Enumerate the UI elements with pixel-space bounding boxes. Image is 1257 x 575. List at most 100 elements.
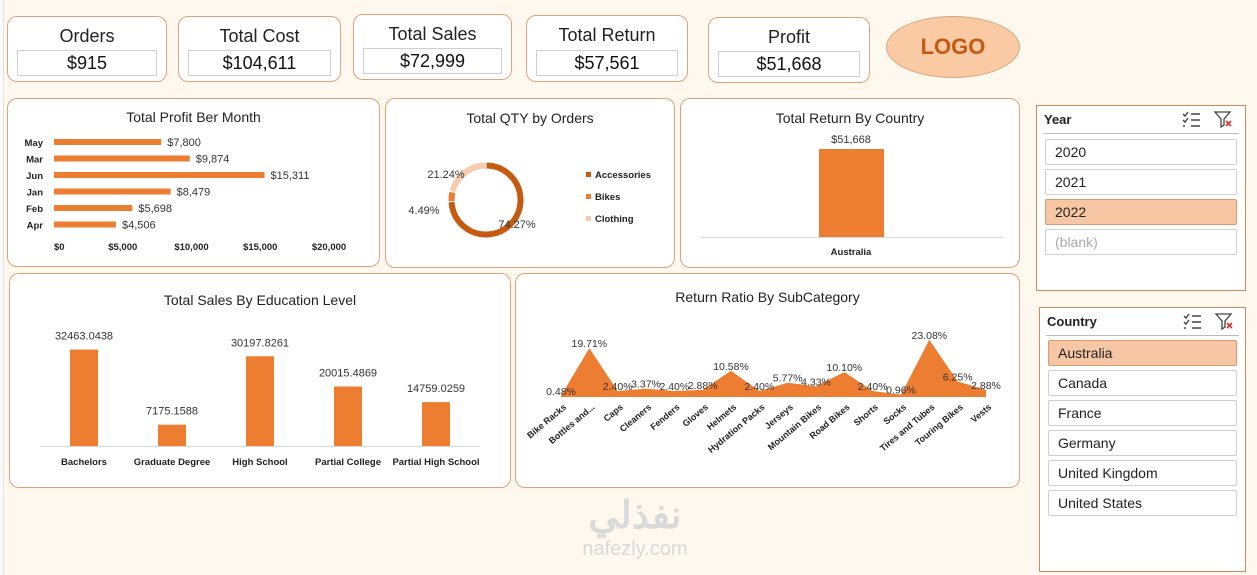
data-label: 0.48% [546, 386, 576, 398]
bar [819, 149, 884, 237]
slicer-item-france[interactable]: France [1048, 400, 1237, 426]
kpi-value: $104,611 [188, 50, 331, 76]
watermark-arabic: نفذلي [588, 495, 682, 537]
bar [54, 139, 162, 145]
chart-return-subcategory: Return Ratio By SubCategory 0.48% 19.71% 2… [515, 273, 1020, 488]
return-country-plot: $51,668 Australia [701, 134, 1003, 258]
category-label: Partial High School [392, 457, 479, 468]
slicer-item-united-states[interactable]: United States [1048, 490, 1237, 516]
slicer-title: Country [1047, 314, 1097, 329]
kpi-title: Profit [767, 27, 810, 47]
data-label: 10.10% [827, 362, 863, 374]
data-label: 30197.8261 [231, 337, 289, 349]
category-label: Graduate Degree [134, 457, 211, 468]
area-series [561, 339, 986, 397]
slicer-item-canada[interactable]: Canada [1048, 370, 1237, 396]
data-label: 10.58% [713, 361, 749, 373]
data-label: 23.08% [912, 330, 948, 342]
data-label: $51,668 [831, 134, 871, 146]
slicer-item-2022[interactable]: 2022 [1045, 199, 1237, 225]
slicer-item-blank[interactable]: (blank) [1045, 229, 1237, 255]
tick-label: $15,000 [243, 242, 277, 253]
data-label: $15,311 [271, 170, 310, 182]
legend-label: Accessories [595, 170, 651, 181]
category-label: Cleaners [618, 402, 654, 434]
tick-label: $5,000 [108, 242, 137, 253]
category-label: Bachelors [61, 457, 107, 468]
data-label: $5,698 [138, 203, 172, 215]
category-label: May [25, 138, 44, 149]
data-label: 19.71% [572, 338, 608, 350]
chart-qty-orders: Total QTY by Orders 74.27% 4.49% 21.24% Acc… [385, 98, 675, 268]
bar [158, 424, 186, 446]
data-label: 3.37% [631, 379, 661, 391]
slice-label: 4.49% [408, 205, 439, 217]
slice-label: 74.27% [498, 219, 536, 231]
category-label: Apr [27, 221, 44, 232]
return-subcategory-plot: 0.48%19.71%2.40%3.37%2.40%2.88%10.58%2.4… [525, 330, 1001, 455]
chart-profit-month: Total Profit Ber Month May $7,800 Mar $9,87… [7, 98, 380, 267]
category-label: Jun [26, 171, 43, 182]
bar [422, 402, 450, 446]
data-label: 0.96% [886, 385, 916, 397]
profit-month-plot: May $7,800 Mar $9,874 Jun $15,311 Jan $8,479 Feb… [25, 137, 347, 253]
data-label: 2.40% [659, 381, 689, 393]
kpi-value: $51,668 [718, 51, 860, 77]
slicer-item-2020[interactable]: 2020 [1045, 139, 1237, 165]
data-label: 32463.0438 [55, 331, 113, 343]
category-label: Caps [602, 402, 625, 424]
bar [334, 386, 362, 446]
qty-orders-plot: 74.27% 4.49% 21.24% Accessories Bikes Clothin… [408, 161, 651, 239]
data-label: $9,874 [196, 154, 230, 166]
data-label: 2.88% [688, 380, 718, 392]
slicer-item-australia[interactable]: Australia [1048, 340, 1237, 366]
legend-swatch [586, 172, 591, 177]
category-label: Partial College [315, 457, 381, 468]
kpi-value: $915 [17, 50, 157, 76]
chart-title: Return Ratio By SubCategory [675, 289, 860, 305]
chart-title: Total Return By Country [775, 110, 925, 126]
watermark: نفذلي nafezly.com [535, 494, 735, 560]
data-label: 6.25% [943, 372, 973, 384]
logo: LOGO [886, 16, 1020, 78]
kpi-value: $57,561 [536, 50, 678, 76]
slicer-item-united-kingdom[interactable]: United Kingdom [1048, 460, 1237, 486]
kpi-profit: Profit $51,668 [708, 17, 870, 83]
chart-title: Total QTY by Orders [466, 110, 594, 126]
slicer-divider [1043, 133, 1239, 134]
bar [54, 205, 133, 211]
slicer-item-germany[interactable]: Germany [1048, 430, 1237, 456]
data-label: 2.40% [603, 381, 633, 393]
data-label: 14759.0259 [407, 383, 465, 395]
kpi-total-sales: Total Sales $72,999 [353, 14, 512, 80]
data-label: 4.33% [801, 376, 831, 388]
category-label: Jan [27, 188, 44, 199]
kpi-title: Total Cost [219, 26, 300, 46]
bar [246, 356, 274, 446]
kpi-total-return: Total Return $57,561 [526, 15, 688, 82]
tick-label: $10,000 [174, 242, 208, 253]
donut-slice [448, 161, 487, 194]
kpi-title: Total Sales [388, 24, 477, 44]
data-label: $4,506 [122, 220, 156, 232]
bar [54, 188, 171, 195]
multi-select-icon[interactable] [1182, 312, 1202, 330]
data-label: 20015.4869 [319, 368, 377, 380]
chart-title: Total Profit Ber Month [126, 109, 261, 125]
bar [70, 349, 98, 446]
bar [54, 155, 190, 162]
category-label: Feb [26, 204, 43, 215]
data-label: 5.77% [773, 373, 803, 385]
multi-select-icon[interactable] [1181, 110, 1201, 128]
watermark-latin: nafezly.com [582, 538, 688, 560]
category-label: Mar [26, 155, 43, 166]
bar [54, 221, 116, 228]
slicer-item-2021[interactable]: 2021 [1045, 169, 1237, 195]
category-label: High School [232, 457, 287, 468]
clear-filter-icon[interactable] [1213, 110, 1233, 128]
clear-filter-icon[interactable] [1214, 312, 1234, 330]
data-label: $8,479 [177, 187, 211, 199]
data-label: 7175.1588 [146, 406, 198, 418]
kpi-value: $72,999 [363, 48, 502, 74]
category-label: Shorts [852, 402, 880, 428]
